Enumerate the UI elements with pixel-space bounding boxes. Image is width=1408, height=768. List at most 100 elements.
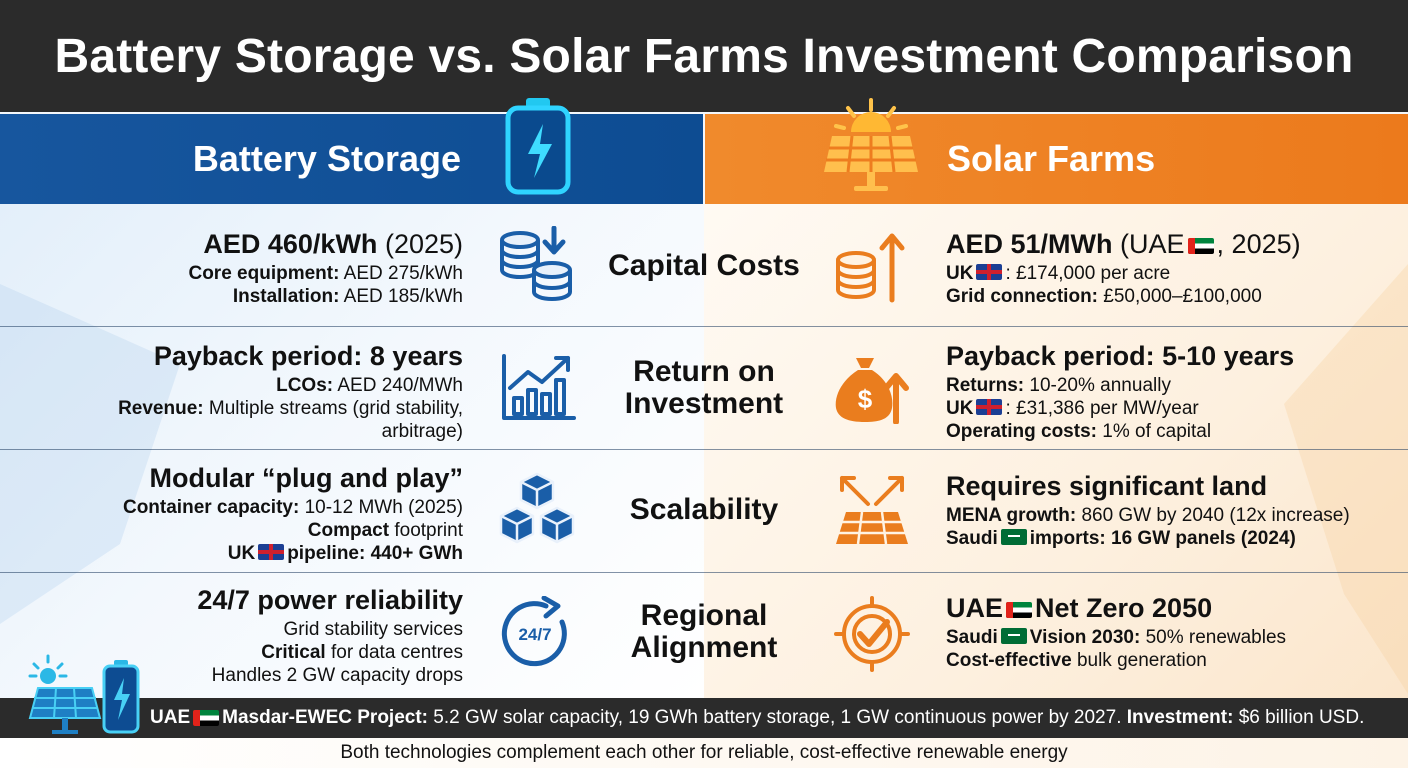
- uk-flag-icon: [258, 544, 285, 560]
- solar-roi: Payback period: 5-10 years Returns: 10-2…: [946, 340, 1396, 443]
- solar-battery-icon: [28, 654, 140, 734]
- target-check-icon: [834, 596, 910, 672]
- row-divider: [0, 449, 1408, 450]
- money-bag-icon: $: [835, 358, 909, 424]
- value: AED 240/MWh: [337, 375, 463, 396]
- headline-extra: (2025): [384, 229, 463, 259]
- footer-investment-label: Investment:: [1126, 707, 1234, 728]
- value: imports: 16 GW panels (2024): [1029, 528, 1296, 549]
- value: 10-20% annually: [1029, 375, 1171, 396]
- category-regional-alignment: Regional Alignment: [630, 599, 778, 664]
- label: Saudi: [946, 627, 998, 648]
- uk-flag-icon: [976, 399, 1003, 415]
- label: Core equipment:: [188, 263, 340, 284]
- row-divider: [0, 326, 1408, 327]
- label: Grid connection:: [946, 286, 1098, 307]
- headline-extra: (UAE: [1120, 229, 1185, 259]
- label: Cost-effective: [946, 650, 1072, 671]
- label: MENA growth:: [946, 505, 1077, 526]
- value: 10-12 MWh (2025): [304, 497, 463, 518]
- label: Returns:: [946, 375, 1025, 396]
- row-divider: [0, 572, 1408, 573]
- coins-up-icon: [836, 233, 905, 303]
- category-capital-costs: Capital Costs: [608, 249, 800, 282]
- label: UK: [946, 398, 974, 419]
- battery-roi: Payback period: 8 years LCOs: AED 240/MW…: [0, 340, 463, 443]
- saudi-flag-icon: [1000, 628, 1027, 644]
- battery-header-label: Battery Storage: [192, 138, 461, 179]
- category-scalability: Scalability: [629, 493, 779, 526]
- value: arbitrage): [381, 421, 463, 442]
- label: Critical: [261, 642, 326, 663]
- value: for data centres: [330, 642, 463, 663]
- value: 1% of capital: [1102, 421, 1212, 442]
- title-bar: Battery Storage vs. Solar Farms Investme…: [0, 0, 1408, 112]
- label: UK: [946, 263, 974, 284]
- headline: Net Zero 2050: [1035, 593, 1213, 623]
- label: Revenue:: [118, 398, 204, 419]
- label: Container capacity:: [122, 497, 300, 518]
- headline: AED 460/kWh: [203, 229, 378, 259]
- battery-icon: [505, 98, 571, 195]
- footer-project-text: 5.2 GW solar capacity, 19 GWh battery st…: [433, 707, 1122, 728]
- footer-country: UAE: [150, 707, 191, 728]
- label: UK: [227, 543, 256, 564]
- value: 860 GW by 2040 (12x increase): [1081, 505, 1350, 526]
- value: 50% renewables: [1145, 627, 1287, 648]
- category-return-on-investment: Return on Investment: [624, 355, 784, 420]
- decorative-shape: [0, 284, 180, 624]
- value: Multiple streams (grid stability,: [208, 398, 463, 419]
- uk-flag-icon: [976, 264, 1003, 280]
- label: Saudi: [946, 528, 998, 549]
- headline: Modular “plug and play”: [149, 463, 463, 493]
- value: AED 275/kWh: [343, 263, 463, 284]
- clock-24-7-icon: 24/7: [501, 596, 567, 667]
- headline-extra: , 2025): [1216, 229, 1301, 259]
- uae-flag-icon: [193, 710, 220, 726]
- footer-project-name: Masdar-EWEC Project:: [222, 707, 428, 728]
- solar-header-label: Solar Farms: [947, 138, 1156, 179]
- label: LCOs:: [276, 375, 334, 396]
- svg-text:$: $: [858, 384, 873, 414]
- value: £50,000–£100,000: [1103, 286, 1262, 307]
- value: Handles 2 GW capacity drops: [211, 665, 463, 686]
- headline: UAE: [946, 593, 1004, 623]
- headline: AED 51/MWh: [946, 229, 1113, 259]
- label: Installation:: [232, 286, 340, 307]
- bottom-note: Both technologies complement each other …: [0, 738, 1408, 768]
- footer-investment-value: $6 billion USD.: [1238, 707, 1365, 728]
- value: pipeline: 440+ GWh: [287, 543, 463, 564]
- headline: Payback period: 8 years: [153, 341, 463, 371]
- value: : £174,000 per acre: [1005, 263, 1171, 284]
- decorative-shape: [1284, 264, 1408, 694]
- panel-expand-icon: [836, 476, 908, 545]
- solar-scalability: Requires significant land MENA growth: 8…: [946, 470, 1396, 550]
- battery-header: Battery Storage: [0, 114, 703, 204]
- saudi-flag-icon: [1000, 529, 1027, 545]
- solar-regional-alignment: UAE Net Zero 2050 Saudi Vision 2030: 50% r…: [946, 592, 1396, 672]
- value: AED 185/kWh: [343, 286, 463, 307]
- modular-cubes-icon: [499, 472, 575, 544]
- value: Grid stability services: [283, 619, 464, 640]
- uae-flag-icon: [1187, 238, 1214, 254]
- headline: Payback period: 5-10 years: [946, 341, 1295, 371]
- solar-column-background: [704, 204, 1408, 698]
- uae-flag-icon: [1006, 602, 1033, 618]
- value: : £31,386 per MW/year: [1005, 398, 1199, 419]
- headline: 24/7 power reliability: [197, 585, 463, 615]
- page-title: Battery Storage vs. Solar Farms Investme…: [54, 29, 1354, 83]
- label: Operating costs:: [946, 421, 1097, 442]
- label: Vision 2030:: [1029, 627, 1141, 648]
- svg-text:24/7: 24/7: [518, 625, 551, 644]
- battery-scalability: Modular “plug and play” Container capaci…: [0, 462, 463, 565]
- battery-regional-alignment: 24/7 power reliability Grid stability se…: [0, 584, 463, 687]
- coins-down-icon: [500, 226, 572, 301]
- headline: Requires significant land: [946, 471, 1268, 501]
- solar-header: Solar Farms: [705, 114, 1408, 204]
- value: bulk generation: [1076, 650, 1207, 671]
- project-footer: UAE Masdar-EWEC Project: 5.2 GW solar cap…: [0, 698, 1408, 738]
- value: footprint: [394, 520, 463, 541]
- battery-column-background: [0, 204, 704, 698]
- solar-capital-costs: AED 51/MWh (UAE , 2025) UK : £174,000 per …: [946, 228, 1396, 308]
- label: Compact: [307, 520, 390, 541]
